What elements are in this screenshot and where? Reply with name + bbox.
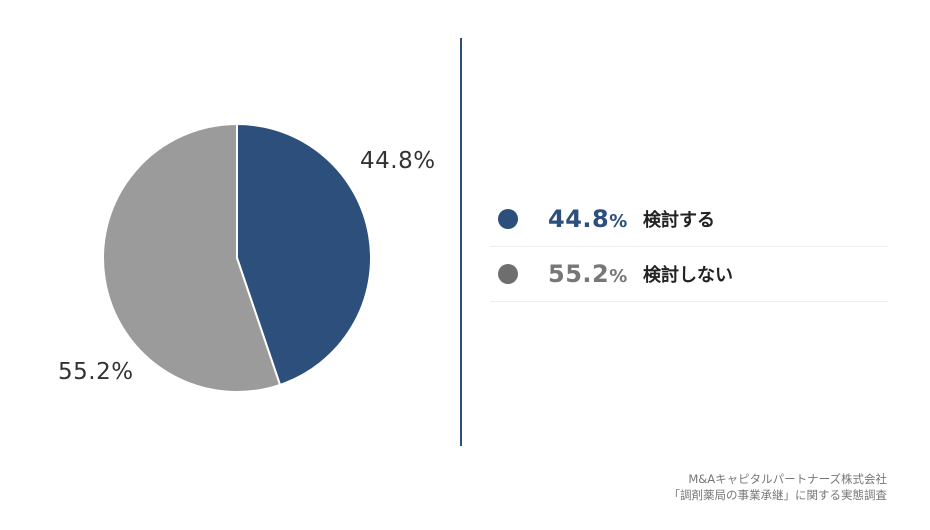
legend-label-1: 検討しない <box>643 265 733 286</box>
legend-value-number-0: 44.8 <box>548 205 610 233</box>
source-line-2: 「調剤薬局の事業承継」に関する実態調査 <box>668 488 888 502</box>
slice-label-0: 44.8% <box>360 148 436 174</box>
legend-value-unit-1: % <box>609 266 628 287</box>
legend-item-1: 55.2% 検討しない <box>490 247 888 302</box>
source-line-1: M&Aキャピタルパートナーズ株式会社 <box>688 472 887 486</box>
legend-item-0: 44.8% 検討する <box>490 192 888 247</box>
legend-dot-0 <box>498 209 518 229</box>
pie-chart <box>102 122 372 393</box>
slice-label-1: 55.2% <box>58 359 134 385</box>
legend-label-0: 検討する <box>643 210 715 231</box>
legend-dot-1 <box>498 264 518 284</box>
source-note: M&Aキャピタルパートナーズ株式会社 「調剤薬局の事業承継」に関する実態調査 <box>669 471 888 503</box>
legend-value-number-1: 55.2 <box>548 260 610 288</box>
pie-slice-0 <box>236 122 372 387</box>
divider <box>460 38 462 446</box>
legend-value-unit-0: % <box>609 211 628 232</box>
legend-value-0: 44.8% <box>548 205 643 233</box>
legend: 44.8% 検討する 55.2% 検討しない <box>490 192 888 302</box>
pie-slice-1 <box>102 122 282 393</box>
legend-value-1: 55.2% <box>548 260 643 288</box>
